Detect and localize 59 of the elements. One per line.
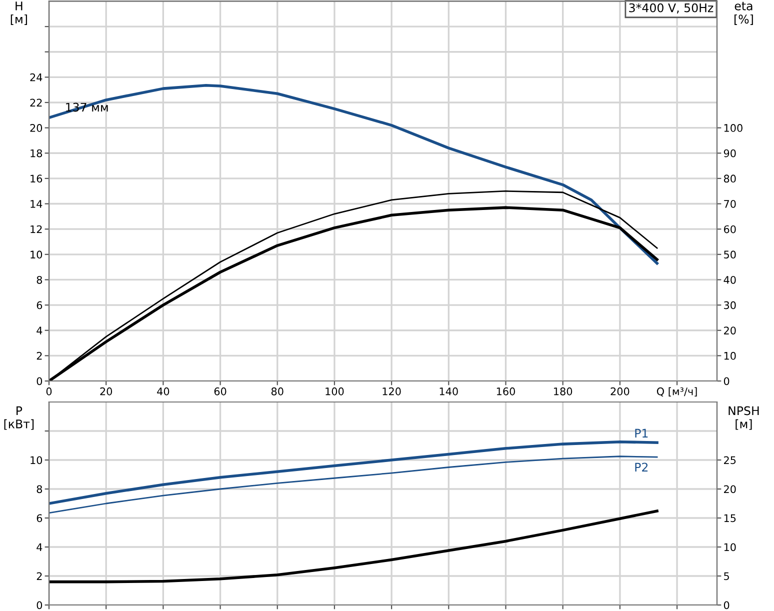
y2-tick-label: 70 [724, 200, 736, 208]
y-tick-label: 2 [36, 572, 42, 580]
y2-tick-label: 50 [724, 250, 736, 259]
line-series [49, 456, 658, 514]
y-axis-title: H [м] [10, 2, 27, 25]
x-tick-label: 40 [157, 387, 170, 396]
x-tick-label: 160 [496, 387, 515, 396]
y2-tick-label: 100 [724, 124, 742, 132]
y-tick-label: 0 [36, 377, 42, 386]
x-tick-label: 60 [214, 387, 226, 396]
y2-tick-label: 10 [724, 352, 736, 360]
y2-axis-title: eta [%] [734, 2, 753, 25]
line-series [49, 510, 658, 584]
y2-tick-label: 25 [724, 456, 736, 464]
y-tick-label: 4 [36, 326, 42, 334]
y-axis-title: P [кВт] [4, 406, 34, 430]
y2-tick-label: 10 [724, 543, 736, 552]
y-tick-label: 18 [30, 149, 42, 158]
y2-tick-label: 90 [724, 149, 736, 158]
y2-tick-label: 15 [724, 514, 736, 522]
x-tick-label: 120 [382, 387, 401, 396]
x-tick-label: 180 [554, 387, 572, 396]
x-tick-label: 100 [326, 387, 344, 396]
y2-tick-label: 20 [724, 326, 736, 334]
y-tick-label: 10 [30, 250, 42, 259]
y-tick-label: 14 [30, 200, 42, 208]
y2-tick-label: 0 [724, 601, 730, 610]
y2-tick-label: 80 [724, 174, 736, 183]
y-tick-label: 22 [30, 98, 42, 106]
y2-tick-label: 0 [724, 377, 730, 386]
y2-axis-title: NPSH [м] [728, 406, 759, 430]
y-tick-label: 6 [36, 514, 42, 522]
y-tick-label: 10 [30, 456, 42, 464]
y-tick-label: 12 [30, 225, 42, 234]
line-series [49, 440, 658, 505]
x-tick-label: 200 [610, 387, 630, 396]
y-tick-label: 6 [36, 301, 42, 310]
line-series [49, 84, 658, 265]
y-tick-label: 8 [36, 485, 42, 494]
y-tick-label: 4 [36, 543, 42, 551]
x-tick-label: 80 [271, 387, 284, 396]
y-tick-label: 24 [30, 73, 42, 82]
x-tick-label: 140 [440, 387, 458, 396]
y2-tick-label: 5 [724, 572, 729, 580]
y-tick-label: 2 [36, 352, 42, 360]
y2-tick-label: 40 [724, 276, 736, 284]
x-tick-label: Q [м³/ч] [656, 387, 697, 397]
annotation: 3*400 V, 50Hz [629, 3, 714, 14]
y-tick-label: 16 [30, 174, 42, 183]
series-label: P1 [635, 428, 648, 438]
x-tick-label: 0 [46, 387, 52, 396]
y-tick-label: 20 [30, 124, 42, 132]
y2-tick-label: 30 [724, 301, 736, 310]
y2-tick-label: 20 [724, 485, 736, 494]
series-label: P2 [635, 462, 648, 472]
y-tick-label: 0 [36, 601, 42, 610]
y2-tick-label: 60 [724, 225, 736, 234]
y-tick-label: 8 [36, 276, 42, 284]
x-tick-label: 20 [100, 387, 112, 396]
